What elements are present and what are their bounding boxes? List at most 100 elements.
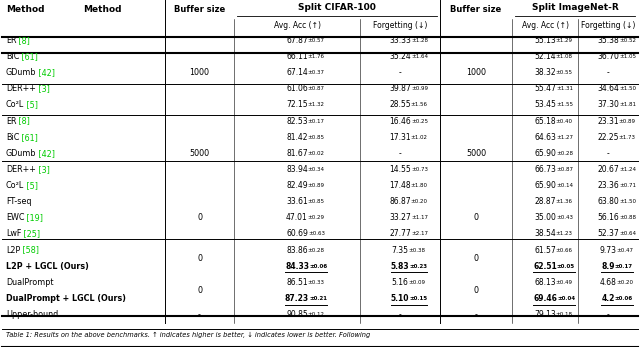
Text: ±1.23: ±1.23	[556, 231, 573, 236]
Text: ±1.24: ±1.24	[619, 167, 636, 172]
Text: 33.33: 33.33	[389, 36, 411, 45]
Text: 62.51: 62.51	[533, 262, 557, 271]
Text: [8]: [8]	[17, 117, 30, 126]
Text: 1000: 1000	[189, 68, 209, 77]
Text: 72.15: 72.15	[286, 100, 308, 109]
Text: ±0.38: ±0.38	[408, 248, 426, 253]
Text: 17.31: 17.31	[389, 133, 411, 142]
Text: 60.69: 60.69	[286, 229, 308, 238]
Text: Avg. Acc (↑): Avg. Acc (↑)	[522, 21, 568, 30]
Text: ±0.99: ±0.99	[411, 86, 428, 91]
Text: FT-seq: FT-seq	[6, 197, 31, 206]
Text: -: -	[475, 310, 477, 319]
Text: 84.33: 84.33	[285, 262, 309, 271]
Text: ±0.23: ±0.23	[410, 264, 428, 269]
Text: ±0.14: ±0.14	[556, 183, 573, 188]
Text: [58]: [58]	[20, 246, 39, 255]
Text: ±0.17: ±0.17	[615, 264, 633, 269]
Text: ±0.25: ±0.25	[411, 119, 428, 124]
Text: 61.57: 61.57	[534, 246, 556, 255]
Text: BiC: BiC	[6, 133, 19, 142]
Text: 16.46: 16.46	[389, 117, 411, 126]
Text: 68.13: 68.13	[534, 278, 556, 287]
Text: ±1.56: ±1.56	[411, 102, 428, 107]
Text: [3]: [3]	[36, 84, 50, 93]
Text: DualPrompt: DualPrompt	[6, 278, 54, 287]
Text: L2P: L2P	[6, 246, 20, 255]
Text: ±0.64: ±0.64	[619, 231, 636, 236]
Text: -: -	[607, 310, 609, 319]
Text: 5000: 5000	[189, 149, 209, 158]
Text: ±0.18: ±0.18	[556, 312, 573, 317]
Text: 5.83: 5.83	[390, 262, 410, 271]
Text: 83.94: 83.94	[286, 165, 308, 174]
Text: DualPrompt + LGCL (Ours): DualPrompt + LGCL (Ours)	[6, 294, 126, 303]
Text: LwF: LwF	[6, 229, 21, 238]
Text: 35.24: 35.24	[389, 52, 411, 61]
Text: 55.47: 55.47	[534, 84, 556, 93]
Text: 4.68: 4.68	[600, 278, 616, 287]
Text: 4.2: 4.2	[602, 294, 614, 303]
Text: ±0.04: ±0.04	[557, 296, 575, 301]
Text: [8]: [8]	[17, 36, 30, 45]
Text: 0: 0	[474, 254, 479, 263]
Text: 55.13: 55.13	[534, 36, 556, 45]
Text: 0: 0	[197, 254, 202, 263]
Text: 64.63: 64.63	[534, 133, 556, 142]
Text: 67.14: 67.14	[286, 68, 308, 77]
Text: -: -	[399, 68, 401, 77]
Text: 23.36: 23.36	[597, 181, 619, 190]
Text: 1000: 1000	[466, 68, 486, 77]
Text: GDumb: GDumb	[6, 149, 36, 158]
Text: Avg. Acc (↑): Avg. Acc (↑)	[273, 21, 321, 30]
Text: 52.14: 52.14	[534, 52, 556, 61]
Text: ±1.31: ±1.31	[556, 86, 573, 91]
Text: [19]: [19]	[24, 213, 44, 222]
Text: Method: Method	[6, 5, 45, 14]
Text: 22.25: 22.25	[597, 133, 619, 142]
Text: 61.06: 61.06	[286, 84, 308, 93]
Text: 5000: 5000	[466, 149, 486, 158]
Text: 38.32: 38.32	[534, 68, 556, 77]
Text: Split ImageNet-R: Split ImageNet-R	[532, 3, 618, 12]
Text: 28.55: 28.55	[389, 100, 411, 109]
Text: ±0.17: ±0.17	[308, 119, 325, 124]
Text: [25]: [25]	[21, 229, 40, 238]
Text: 8.9: 8.9	[601, 262, 615, 271]
Text: -: -	[607, 68, 609, 77]
Text: 37.30: 37.30	[597, 100, 619, 109]
Text: ±0.63: ±0.63	[308, 231, 325, 236]
Text: ±0.20: ±0.20	[616, 280, 634, 285]
Text: ±0.89: ±0.89	[308, 183, 325, 188]
Text: ±0.15: ±0.15	[409, 296, 428, 301]
Text: DER++: DER++	[6, 165, 36, 174]
Text: Buffer size: Buffer size	[451, 5, 502, 14]
Text: ±0.20: ±0.20	[411, 199, 428, 204]
Text: Table 1: Results on the above benchmarks. ↑ indicates higher is better, ↓ indica: Table 1: Results on the above benchmarks…	[6, 332, 371, 338]
Text: 53.45: 53.45	[534, 100, 556, 109]
Text: ±1.50: ±1.50	[619, 199, 636, 204]
Text: 0: 0	[474, 286, 479, 295]
Text: ±0.28: ±0.28	[556, 151, 573, 156]
Text: Buffer size: Buffer size	[174, 5, 225, 14]
Text: GDumb: GDumb	[6, 68, 36, 77]
Text: 17.48: 17.48	[389, 181, 411, 190]
Text: ±1.55: ±1.55	[556, 102, 573, 107]
Text: ±0.34: ±0.34	[308, 167, 325, 172]
Text: ±1.80: ±1.80	[411, 183, 428, 188]
Text: ±1.08: ±1.08	[556, 54, 573, 59]
Text: Co²L: Co²L	[6, 100, 24, 109]
Text: [5]: [5]	[24, 181, 38, 190]
Text: DER++: DER++	[6, 84, 36, 93]
Text: 9.73: 9.73	[600, 246, 616, 255]
Text: ±1.28: ±1.28	[411, 38, 428, 43]
Text: ±0.43: ±0.43	[556, 215, 573, 220]
Text: [61]: [61]	[19, 52, 38, 61]
Text: ±0.06: ±0.06	[614, 296, 633, 301]
Text: ±0.29: ±0.29	[308, 215, 325, 220]
Text: 7.35: 7.35	[392, 246, 408, 255]
Text: 82.49: 82.49	[286, 181, 308, 190]
Text: 83.86: 83.86	[286, 246, 308, 255]
Text: 86.51: 86.51	[286, 278, 308, 287]
Text: -: -	[399, 310, 401, 319]
